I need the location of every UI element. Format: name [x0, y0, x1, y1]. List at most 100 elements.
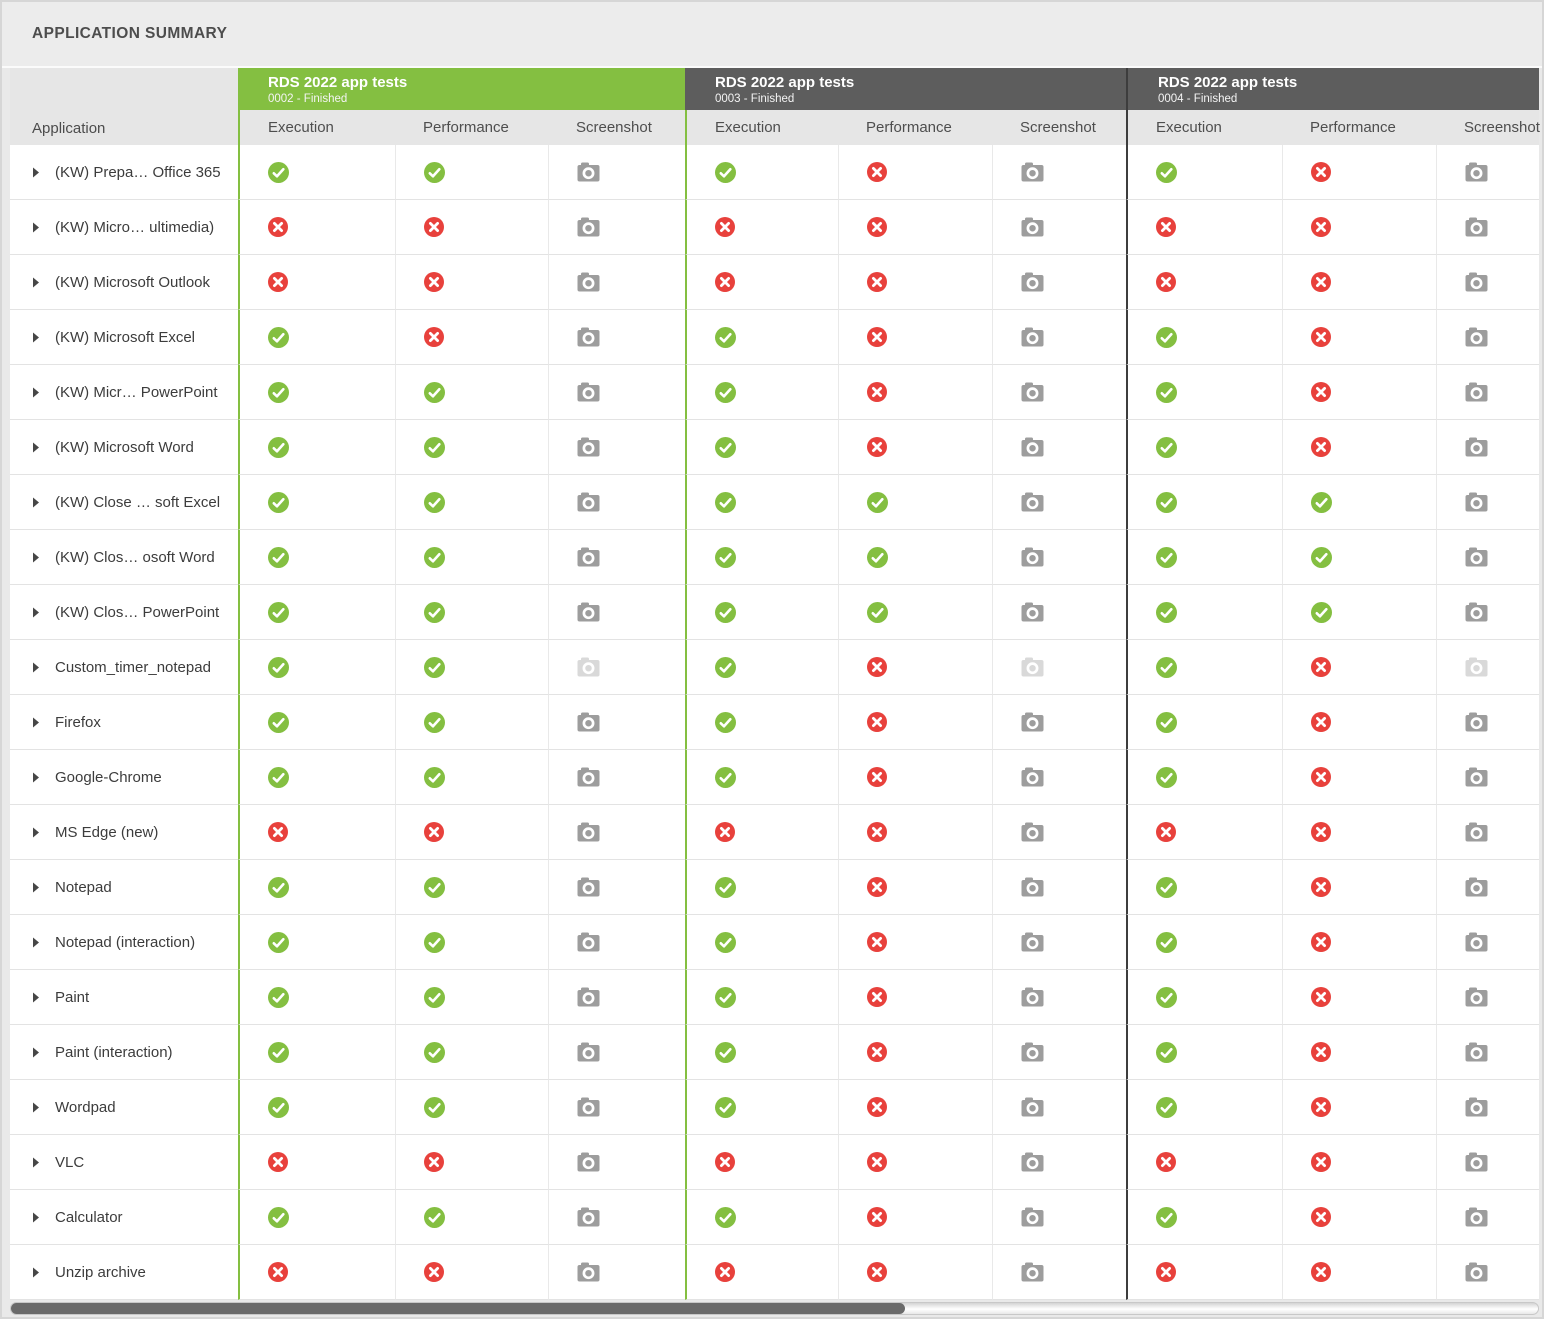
expand-arrow-icon[interactable] — [32, 222, 40, 233]
expand-arrow-icon[interactable] — [32, 937, 40, 948]
screenshot-icon[interactable] — [577, 932, 600, 952]
screenshot-icon[interactable] — [1021, 547, 1044, 567]
expand-arrow-icon[interactable] — [32, 167, 40, 178]
screenshot-icon[interactable] — [577, 1207, 600, 1227]
screenshot-icon[interactable] — [1021, 437, 1044, 457]
status-cell-execution — [685, 1245, 838, 1300]
screenshot-icon[interactable] — [577, 1042, 600, 1062]
screenshot-icon[interactable] — [1465, 712, 1488, 732]
screenshot-icon[interactable] — [577, 1262, 600, 1282]
screenshot-icon[interactable] — [1465, 822, 1488, 842]
screenshot-icon[interactable] — [1021, 382, 1044, 402]
status-cell-screenshot — [548, 365, 685, 420]
screenshot-icon[interactable] — [577, 437, 600, 457]
screenshot-icon[interactable] — [1465, 327, 1488, 347]
screenshot-icon[interactable] — [577, 767, 600, 787]
pass-icon — [1156, 766, 1177, 788]
test-run-header-0004[interactable]: RDS 2022 app tests 0004 - Finished — [1126, 68, 1539, 110]
screenshot-icon[interactable] — [577, 1152, 600, 1172]
expand-arrow-icon[interactable] — [32, 497, 40, 508]
screenshot-icon[interactable] — [577, 162, 600, 182]
status-cell-execution — [238, 750, 395, 805]
screenshot-icon[interactable] — [577, 547, 600, 567]
expand-arrow-icon[interactable] — [32, 717, 40, 728]
application-name: (KW) Prepa… Office 365 — [55, 163, 221, 181]
screenshot-icon[interactable] — [1465, 492, 1488, 512]
status-cell-execution — [685, 200, 838, 255]
screenshot-icon[interactable] — [577, 877, 600, 897]
pass-icon — [424, 161, 445, 183]
expand-arrow-icon[interactable] — [32, 662, 40, 673]
status-cell-execution — [238, 530, 395, 585]
screenshot-icon[interactable] — [1465, 987, 1488, 1007]
screenshot-icon[interactable] — [1021, 1262, 1044, 1282]
screenshot-icon[interactable] — [1021, 217, 1044, 237]
screenshot-icon[interactable] — [1465, 217, 1488, 237]
screenshot-icon[interactable] — [1465, 1097, 1488, 1117]
screenshot-icon[interactable] — [1021, 877, 1044, 897]
test-run-header-0003[interactable]: RDS 2022 app tests 0003 - Finished — [685, 68, 1126, 110]
test-run-header-0002[interactable]: RDS 2022 app tests 0002 - Finished — [238, 68, 685, 110]
screenshot-icon[interactable] — [1465, 437, 1488, 457]
screenshot-icon[interactable] — [1021, 1042, 1044, 1062]
scrollbar-thumb[interactable] — [11, 1303, 905, 1314]
screenshot-icon[interactable] — [1021, 327, 1044, 347]
screenshot-icon[interactable] — [577, 272, 600, 292]
screenshot-icon[interactable] — [1465, 767, 1488, 787]
screenshot-icon[interactable] — [1021, 1152, 1044, 1172]
expand-arrow-icon[interactable] — [32, 442, 40, 453]
expand-arrow-icon[interactable] — [32, 1212, 40, 1223]
screenshot-icon[interactable] — [1021, 987, 1044, 1007]
expand-arrow-icon[interactable] — [32, 1267, 40, 1278]
screenshot-icon[interactable] — [1465, 547, 1488, 567]
screenshot-icon[interactable] — [577, 1097, 600, 1117]
expand-arrow-icon[interactable] — [32, 332, 40, 343]
status-cell-performance — [1282, 530, 1436, 585]
expand-arrow-icon[interactable] — [32, 1102, 40, 1113]
screenshot-icon[interactable] — [1465, 272, 1488, 292]
screenshot-icon[interactable] — [1021, 767, 1044, 787]
screenshot-icon[interactable] — [1465, 382, 1488, 402]
expand-arrow-icon[interactable] — [32, 772, 40, 783]
screenshot-icon[interactable] — [577, 327, 600, 347]
screenshot-icon[interactable] — [577, 492, 600, 512]
screenshot-icon[interactable] — [1021, 492, 1044, 512]
screenshot-icon[interactable] — [1021, 602, 1044, 622]
screenshot-icon[interactable] — [1465, 932, 1488, 952]
screenshot-icon[interactable] — [577, 987, 600, 1007]
screenshot-icon[interactable] — [1465, 1207, 1488, 1227]
status-cell-screenshot — [992, 970, 1126, 1025]
expand-arrow-icon[interactable] — [32, 992, 40, 1003]
status-cell-screenshot — [1436, 915, 1539, 970]
status-cell-performance — [395, 750, 548, 805]
screenshot-icon[interactable] — [577, 712, 600, 732]
expand-arrow-icon[interactable] — [32, 387, 40, 398]
expand-arrow-icon[interactable] — [32, 607, 40, 618]
screenshot-icon[interactable] — [1465, 1262, 1488, 1282]
screenshot-icon[interactable] — [1021, 712, 1044, 732]
screenshot-icon[interactable] — [1465, 877, 1488, 897]
screenshot-icon[interactable] — [1021, 162, 1044, 182]
screenshot-icon[interactable] — [1021, 272, 1044, 292]
fail-icon — [424, 822, 444, 842]
expand-arrow-icon[interactable] — [32, 1157, 40, 1168]
screenshot-icon[interactable] — [1465, 602, 1488, 622]
screenshot-icon[interactable] — [1465, 1152, 1488, 1172]
expand-arrow-icon[interactable] — [32, 827, 40, 838]
status-cell-screenshot — [992, 1190, 1126, 1245]
expand-arrow-icon[interactable] — [32, 882, 40, 893]
horizontal-scrollbar[interactable] — [10, 1302, 1539, 1315]
screenshot-icon[interactable] — [1021, 932, 1044, 952]
expand-arrow-icon[interactable] — [32, 552, 40, 563]
screenshot-icon[interactable] — [577, 822, 600, 842]
expand-arrow-icon[interactable] — [32, 1047, 40, 1058]
screenshot-icon[interactable] — [1465, 162, 1488, 182]
screenshot-icon[interactable] — [577, 217, 600, 237]
screenshot-icon[interactable] — [1465, 1042, 1488, 1062]
screenshot-icon[interactable] — [577, 382, 600, 402]
screenshot-icon[interactable] — [1021, 1097, 1044, 1117]
screenshot-icon[interactable] — [1021, 822, 1044, 842]
screenshot-icon[interactable] — [1021, 1207, 1044, 1227]
expand-arrow-icon[interactable] — [32, 277, 40, 288]
screenshot-icon[interactable] — [577, 602, 600, 622]
